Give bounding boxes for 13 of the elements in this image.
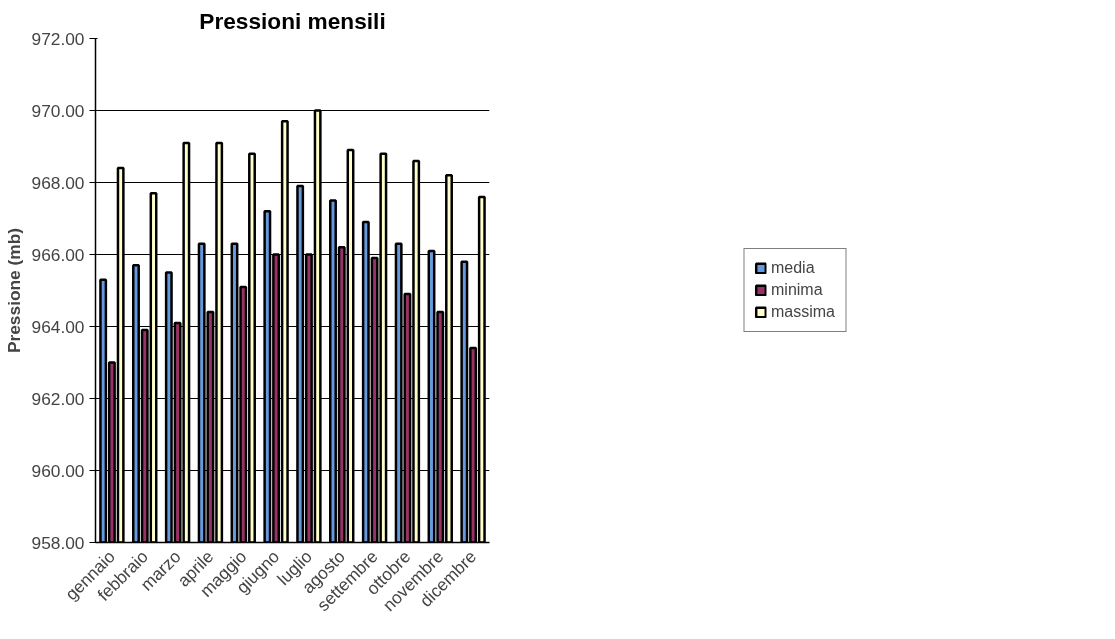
y-tick-label: 958.00 xyxy=(31,532,85,553)
legend-label: massima xyxy=(770,303,836,321)
legend-label: minima xyxy=(770,281,823,299)
legend-label: media xyxy=(770,259,815,277)
y-tick-label: 962.00 xyxy=(31,388,85,409)
y-tick-label: 960.00 xyxy=(31,460,85,481)
y-axis-title: Pressione (mb) xyxy=(3,227,24,354)
y-tick-label: 970.00 xyxy=(31,100,85,121)
y-tick-label: 972.00 xyxy=(31,28,85,49)
y-tick-label: 964.00 xyxy=(31,316,85,337)
y-tick-label: 966.00 xyxy=(31,244,85,265)
chart-title: Pressioni mensili xyxy=(199,7,386,34)
y-tick-label: 968.00 xyxy=(31,172,85,193)
